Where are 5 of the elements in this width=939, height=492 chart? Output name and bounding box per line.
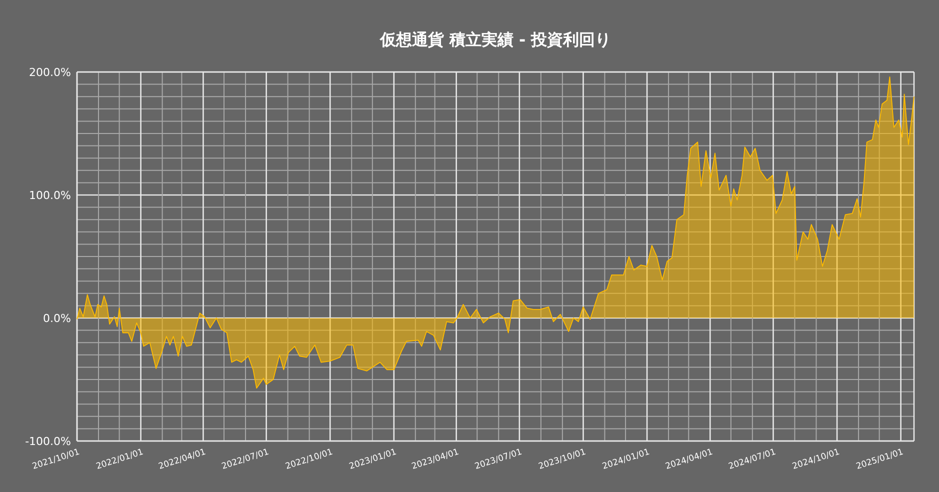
y-tick-label: 200.0% (29, 66, 71, 79)
y-tick-label: -100.0% (25, 435, 71, 448)
chart-title: 仮想通貨 積立実績 - 投資利回り (378, 30, 612, 49)
y-tick-label: 0.0% (43, 312, 71, 325)
y-tick-label: 100.0% (29, 189, 71, 202)
